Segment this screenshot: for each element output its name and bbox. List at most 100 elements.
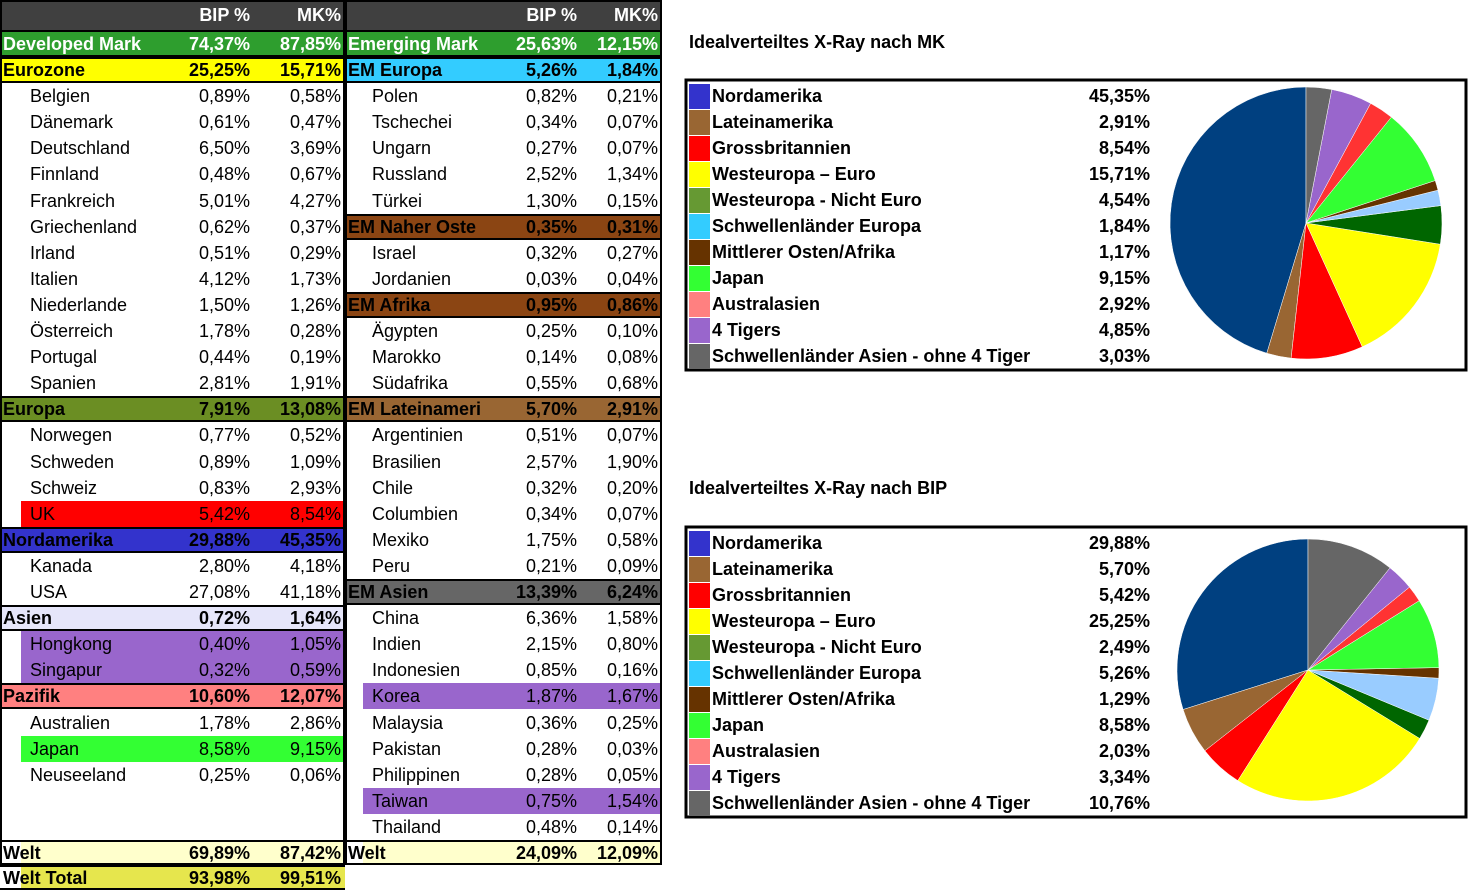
bip-value: 2,57%: [525, 451, 577, 472]
mk-value: 0,68%: [606, 373, 658, 394]
bip-value: 1,50%: [198, 294, 250, 315]
legend-swatch: [689, 188, 710, 213]
value-label: 1,17%: [1099, 242, 1150, 262]
value-label: 5,26%: [1099, 663, 1150, 683]
row-label: Ägypten: [372, 321, 439, 342]
mk-value: 0,67%: [289, 164, 341, 185]
row-label: Portugal: [30, 347, 98, 368]
chart-title: Idealverteiltes X-Ray nach MK: [689, 32, 945, 52]
bip-value: 29,88%: [188, 529, 250, 550]
value-label: 5,42%: [1099, 585, 1150, 605]
row-label: Philippinen: [372, 764, 461, 785]
table-border: [345, 0, 662, 865]
row-fill: [1, 605, 345, 632]
bip-value: 0,82%: [525, 86, 577, 107]
value-label: 8,54%: [1099, 138, 1150, 158]
bip-value: 0,55%: [525, 373, 577, 394]
bip-value: 0,28%: [525, 764, 577, 785]
legend-label: 4 Tigers: [712, 320, 781, 340]
legend-swatch: [689, 136, 710, 161]
row-label: EM Europa: [348, 60, 443, 81]
mk-value: 0,28%: [289, 321, 341, 342]
mk-value: 0,07%: [606, 112, 658, 133]
row-fill: [346, 57, 662, 84]
row-label: Welt Total: [3, 867, 88, 888]
row-label: Europa: [3, 399, 66, 420]
row-fill: [21, 865, 345, 890]
row-label: Korea: [372, 686, 421, 707]
row-label: Irland: [30, 242, 76, 263]
row-label: Argentinien: [372, 425, 464, 446]
row-label: EM Naher Oste: [348, 216, 477, 237]
legend-label: Westeuropa - Nicht Euro: [712, 190, 922, 210]
mk-value: 12,09%: [596, 842, 658, 863]
row-border: [0, 30, 345, 57]
legend-swatch: [689, 739, 710, 764]
legend-swatch: [689, 791, 710, 816]
row-label: Belgien: [30, 86, 91, 107]
bip-value: 0,89%: [198, 451, 250, 472]
row-border: [0, 526, 345, 553]
row-label: Tschechei: [372, 112, 453, 133]
value-label: 8,58%: [1099, 715, 1150, 735]
bip-value: 0,21%: [525, 555, 577, 576]
pie-slice: [1176, 538, 1309, 710]
legend-swatch: [689, 609, 710, 634]
bip-value: 93,98%: [188, 867, 250, 888]
table-border: [0, 0, 345, 865]
legend-label: Westeuropa – Euro: [712, 164, 876, 184]
value-label: 1,29%: [1099, 689, 1150, 709]
bip-value: 0,51%: [525, 425, 577, 446]
bip-value: 6,50%: [198, 138, 250, 159]
row-label: Welt: [3, 842, 41, 863]
mk-value: 0,86%: [606, 294, 658, 315]
bip-value: 2,80%: [198, 555, 250, 576]
row-fill: [21, 631, 345, 658]
bip-value: 13,39%: [515, 582, 577, 603]
legend-box: [684, 78, 1468, 372]
bip-value: 6,36%: [525, 608, 577, 629]
mk-value: 0,19%: [289, 347, 341, 368]
legend-label: Australasien: [712, 294, 820, 314]
mk-value: 2,86%: [289, 712, 341, 733]
bip-value: 0,32%: [198, 660, 250, 681]
legend-swatch: [689, 557, 710, 582]
legend-box: [684, 525, 1468, 819]
bip-value: 0,95%: [525, 294, 577, 315]
legend-swatch: [689, 583, 710, 608]
mk-value: 0,25%: [606, 712, 658, 733]
row-border: [345, 30, 662, 57]
value-label: 15,71%: [1089, 164, 1150, 184]
legend-label: 4 Tigers: [712, 767, 781, 787]
mk-value: 0,29%: [289, 242, 341, 263]
mk-value: 0,08%: [606, 347, 658, 368]
legend-swatch: [689, 266, 710, 291]
row-label: Ungarn: [372, 138, 432, 159]
row-fill: [346, 213, 662, 240]
mk-value: 87,85%: [279, 33, 341, 54]
bip-value: 8,58%: [198, 738, 250, 759]
row-label: Singapur: [30, 660, 103, 681]
row-label: Peru: [372, 555, 411, 576]
value-label: 9,15%: [1099, 268, 1150, 288]
legend-label: Grossbritannien: [712, 138, 851, 158]
row-label: UK: [30, 503, 56, 524]
bip-value: 0,51%: [198, 242, 250, 263]
row-label: Pakistan: [372, 738, 442, 759]
mk-value: 0,37%: [289, 216, 341, 237]
bip-value: 5,01%: [198, 190, 250, 211]
row-border: [0, 57, 345, 84]
row-fill: [21, 840, 345, 865]
row-label: Dänemark: [30, 112, 114, 133]
mk-value: 8,54%: [289, 503, 341, 524]
mk-value: 1,58%: [606, 608, 658, 629]
mk-value: 0,09%: [606, 555, 658, 576]
mk-value: 0,10%: [606, 321, 658, 342]
mk-value: 0,05%: [606, 764, 658, 785]
row-label: Deutschland: [30, 138, 131, 159]
pie-slice: [1305, 86, 1333, 224]
bip-value: 5,70%: [525, 399, 577, 420]
row-fill: [363, 787, 662, 814]
